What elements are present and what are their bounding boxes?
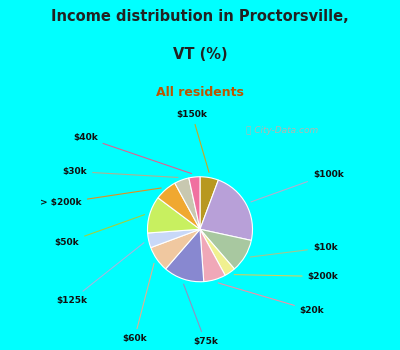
Wedge shape — [158, 183, 200, 229]
Text: ⓘ City-Data.com: ⓘ City-Data.com — [246, 126, 318, 135]
Text: $150k: $150k — [177, 110, 209, 172]
Text: $10k: $10k — [250, 243, 338, 257]
Text: $60k: $60k — [122, 264, 154, 343]
Wedge shape — [200, 229, 251, 269]
Wedge shape — [148, 198, 200, 233]
Text: $200k: $200k — [234, 272, 338, 281]
Wedge shape — [200, 229, 225, 282]
Wedge shape — [166, 229, 204, 282]
Text: $40k: $40k — [73, 133, 192, 174]
Wedge shape — [189, 177, 200, 229]
Wedge shape — [148, 229, 200, 247]
Wedge shape — [200, 177, 218, 229]
Wedge shape — [200, 229, 234, 275]
Text: $125k: $125k — [56, 243, 144, 304]
Text: > $200k: > $200k — [40, 188, 161, 208]
Text: $50k: $50k — [55, 215, 144, 247]
Text: $20k: $20k — [218, 283, 324, 315]
Wedge shape — [151, 229, 200, 269]
Text: All residents: All residents — [156, 86, 244, 99]
Text: $30k: $30k — [62, 167, 178, 177]
Text: VT (%): VT (%) — [173, 47, 227, 62]
Text: Income distribution in Proctorsville,: Income distribution in Proctorsville, — [51, 9, 349, 24]
Text: $100k: $100k — [251, 170, 344, 202]
Text: $75k: $75k — [184, 284, 218, 346]
Wedge shape — [175, 178, 200, 229]
Wedge shape — [200, 180, 252, 240]
